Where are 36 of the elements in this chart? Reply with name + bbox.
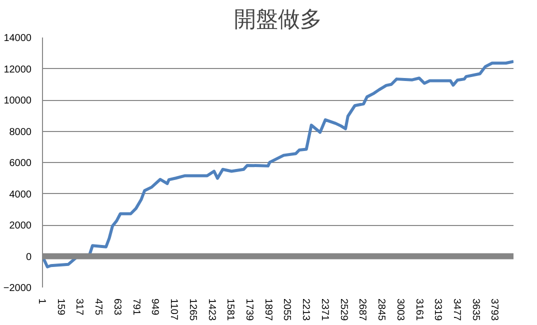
x-tick-label: 2687 [356,298,368,322]
x-tick-label: 3161 [413,298,424,322]
x-tick-label: 1265 [186,298,198,322]
x-tick-label: 949 [149,298,160,316]
x-tick-label: 475 [92,298,104,316]
x-tick-label: 3003 [394,298,406,322]
x-tick-label: 2371 [318,298,330,322]
y-tick-label: −2000 [3,283,32,294]
x-tick-label: 1107 [168,298,180,320]
x-tick-label: 2213 [300,298,312,322]
chart-title: 開盤做多 [234,8,322,32]
x-tick-label: 2529 [338,298,349,322]
x-tick-label: 159 [54,298,66,316]
x-tick-label: 1581 [224,298,236,322]
y-tick-label: 12000 [4,64,32,76]
x-tick-label: 2845 [376,298,387,322]
y-tick-label: 8000 [9,126,32,138]
x-tick-label: 791 [130,298,142,316]
line-series [42,60,514,268]
x-tick-label: 1423 [206,298,217,322]
x-tick-label: 2055 [281,298,292,322]
x-tick-label: 1 [36,298,47,304]
x-tick-label: 3635 [470,298,481,322]
x-tick-label: 3793 [488,298,500,322]
x-tick-label: 3319 [432,298,444,322]
y-tick-label: 14000 [4,33,32,44]
x-tick-label: 633 [111,298,122,316]
x-tick-label: 317 [74,298,85,316]
y-tick-label: 10000 [4,96,32,106]
x-tick-label: 1739 [244,298,255,322]
y-tick-label: 6000 [9,158,32,169]
x-tick-label: 3477 [451,298,462,322]
y-tick-label: 0 [26,252,32,263]
x-tick-label: 1897 [262,298,274,322]
y-tick-label: 2000 [9,220,32,232]
y-tick-label: 4000 [9,189,32,200]
